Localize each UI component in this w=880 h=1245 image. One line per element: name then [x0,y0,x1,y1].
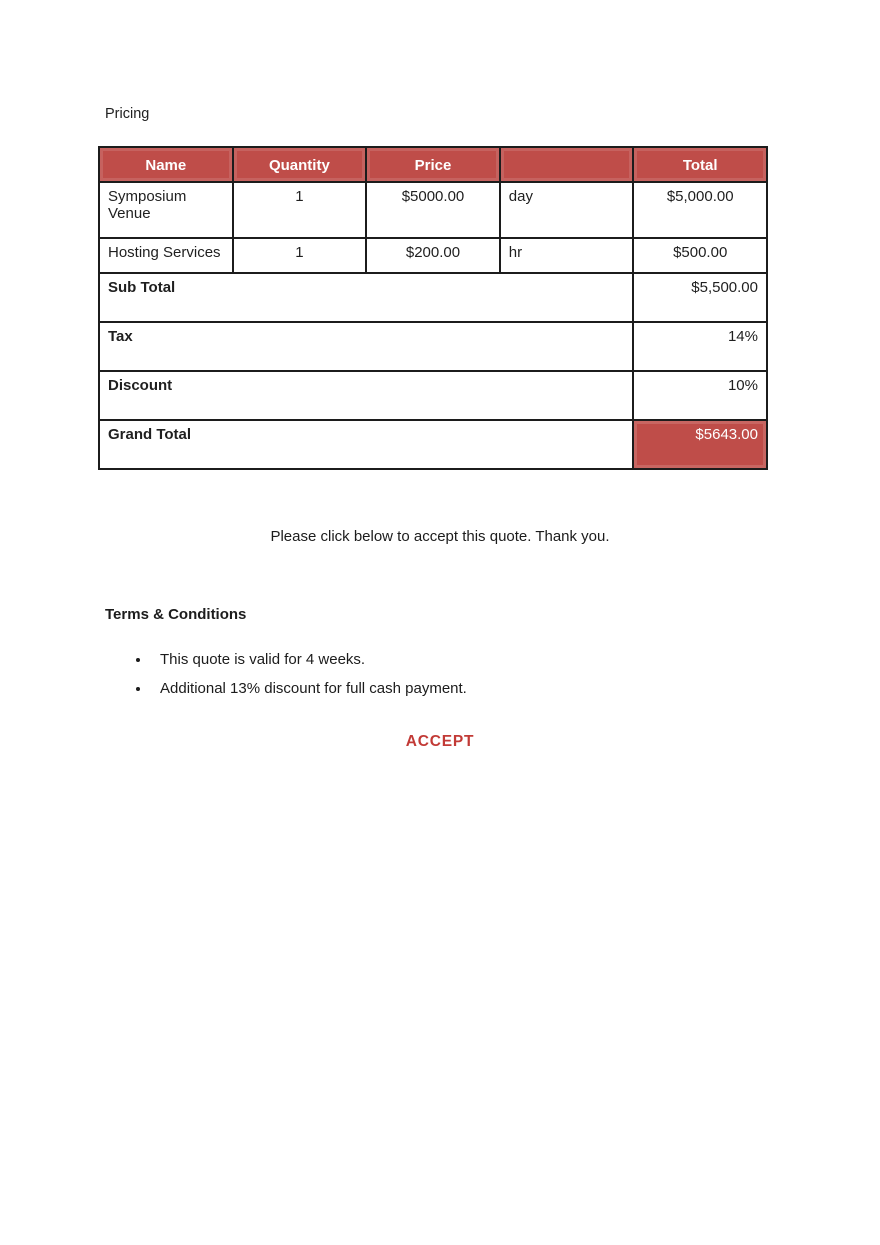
item-total: $500.00 [632,237,768,274]
terms-list-item: Additional 13% discount for full cash pa… [151,674,718,703]
item-quantity: 1 [231,237,368,274]
item-total: $5,000.00 [632,181,768,239]
column-header-price: Price [365,146,501,183]
tax-label: Tax [97,321,635,372]
pricing-table-header-row: Name Quantity Price Total [98,146,768,183]
discount-label: Discount [97,370,635,421]
column-header-name: Name [98,146,234,183]
table-row: Hosting Services 1 $200.00 hr $500.00 [98,237,768,274]
item-name: Symposium Venue [98,181,234,239]
accept-button[interactable]: ACCEPT [405,733,475,750]
tax-value: 14% [632,321,768,372]
subtotal-value: $5,500.00 [632,272,768,323]
terms-list-item: This quote is valid for 4 weeks. [151,645,718,674]
grand-total-label: Grand Total [97,419,635,470]
column-header-unit [498,146,635,183]
item-price: $200.00 [365,237,501,274]
tax-row: Tax 14% [97,321,768,372]
grand-total-row: Grand Total $5643.00 [97,419,768,470]
subtotal-row: Sub Total $5,500.00 [97,272,768,323]
pricing-table: Name Quantity Price Total Symposium Venu… [97,146,768,470]
grand-total-value: $5643.00 [632,419,768,470]
pricing-section-title: Pricing [105,106,150,122]
item-name: Hosting Services [98,237,234,274]
item-unit: hr [498,237,635,274]
column-header-quantity: Quantity [231,146,368,183]
terms-and-conditions-title: Terms & Conditions [105,606,247,623]
terms-list: This quote is valid for 4 weeks. Additio… [98,645,718,703]
item-price: $5000.00 [365,181,501,239]
item-unit: day [498,181,635,239]
table-row: Symposium Venue 1 $5000.00 day $5,000.00 [98,181,768,239]
discount-row: Discount 10% [97,370,768,421]
subtotal-label: Sub Total [97,272,635,323]
accept-instruction-text: Please click below to accept this quote.… [270,528,610,545]
column-header-total: Total [632,146,768,183]
discount-value: 10% [632,370,768,421]
item-quantity: 1 [231,181,368,239]
